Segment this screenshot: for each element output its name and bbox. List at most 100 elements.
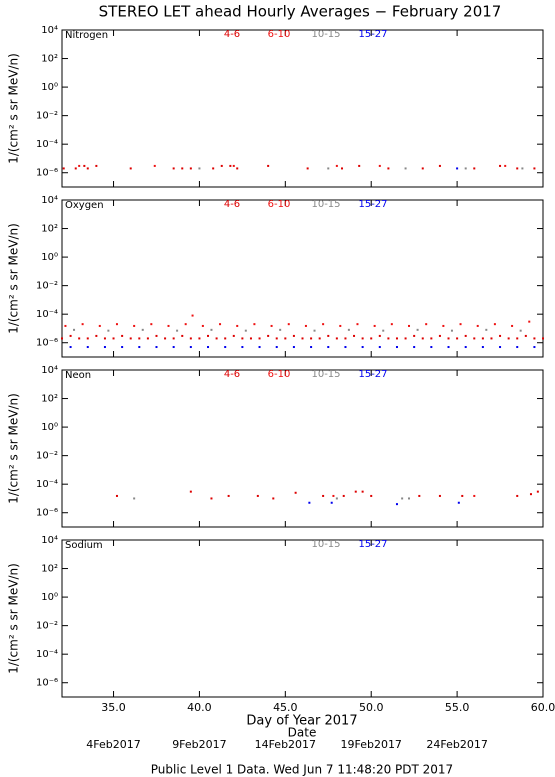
data-point (499, 334, 502, 337)
data-point (172, 337, 175, 340)
y-axis-label: 1/(cm² s sr MeV/n) (7, 563, 21, 674)
y-tick-label: 10² (41, 54, 58, 65)
data-point (253, 323, 256, 326)
legend-entry: 4-6 (224, 29, 240, 40)
data-point (275, 337, 278, 340)
data-point (430, 346, 433, 349)
data-point (456, 167, 459, 170)
legend-entry: 6-10 (268, 199, 291, 210)
data-point (256, 494, 259, 497)
x-tick-label: 45.0 (273, 701, 298, 714)
data-point (335, 164, 338, 167)
legend-entry: 4-6 (224, 369, 240, 380)
data-point (353, 334, 356, 337)
date-tick-label: 24Feb2017 (426, 738, 487, 751)
data-point (292, 346, 295, 349)
panel-frame (61, 199, 544, 358)
y-tick-label: 10² (41, 224, 58, 235)
y-tick-label: 10⁴ (41, 365, 58, 376)
data-point (404, 167, 407, 170)
data-point (438, 334, 441, 337)
data-point (167, 324, 170, 327)
data-point (473, 337, 476, 340)
data-point (150, 323, 153, 326)
data-point (318, 337, 321, 340)
data-point (189, 167, 192, 170)
data-point (115, 494, 118, 497)
data-point (533, 167, 536, 170)
data-point (133, 497, 136, 500)
y-axis-label: 1/(cm² s sr MeV/n) (7, 393, 21, 504)
data-point (95, 164, 98, 167)
data-point (361, 490, 364, 493)
legend-entry: 15-27 (358, 369, 387, 380)
data-point (378, 346, 381, 349)
data-point (524, 334, 527, 337)
data-point (413, 346, 416, 349)
data-point (413, 334, 416, 337)
data-point (224, 337, 227, 340)
data-point (310, 346, 313, 349)
data-point (421, 167, 424, 170)
panel-title: Oxygen (65, 200, 104, 211)
data-point (184, 323, 187, 326)
data-point (155, 346, 158, 349)
data-point (181, 167, 184, 170)
data-point (347, 328, 350, 331)
data-point (344, 337, 347, 340)
y-axis-label: 1/(cm² s sr MeV/n) (7, 53, 21, 164)
data-point (176, 329, 179, 332)
legend-entry: 15-27 (358, 539, 387, 550)
data-point (86, 337, 89, 340)
data-point (516, 346, 519, 349)
data-point (78, 164, 81, 167)
y-tick-label: 10⁻⁴ (36, 479, 58, 490)
data-point (189, 337, 192, 340)
data-point (294, 491, 297, 494)
data-point (395, 346, 398, 349)
y-tick-label: 10⁻⁴ (36, 139, 58, 150)
data-point (335, 497, 338, 500)
legend-entry: 10-15 (311, 199, 340, 210)
data-point (172, 346, 175, 349)
data-point (292, 334, 295, 337)
data-point (387, 337, 390, 340)
data-point (447, 346, 450, 349)
y-tick-label: 10² (41, 394, 58, 405)
y-tick-label: 10⁻⁶ (36, 508, 58, 519)
data-point (308, 501, 311, 504)
data-point (95, 334, 98, 337)
data-point (459, 323, 462, 326)
data-point (473, 494, 476, 497)
y-tick-label: 10⁰ (41, 422, 58, 433)
data-point (401, 497, 404, 500)
data-point (155, 334, 158, 337)
data-point (83, 164, 86, 167)
data-point (73, 328, 76, 331)
legend-entry: 15-27 (358, 29, 387, 40)
data-point (438, 494, 441, 497)
data-point (215, 337, 218, 340)
data-point (220, 164, 223, 167)
data-point (542, 337, 544, 340)
data-point (236, 324, 239, 327)
data-point (322, 494, 325, 497)
data-point (304, 324, 307, 327)
y-tick-label: 10⁰ (41, 82, 58, 93)
y-tick-label: 10⁻² (36, 281, 58, 292)
y-tick-label: 10⁴ (41, 535, 58, 546)
data-point (361, 337, 364, 340)
legend-entry: 10-15 (311, 539, 340, 550)
data-point (408, 324, 411, 327)
data-point (342, 494, 345, 497)
data-point (232, 334, 235, 337)
legend-entry: 6-10 (268, 29, 291, 40)
panel-title: Sodium (65, 540, 103, 551)
data-point (138, 337, 141, 340)
data-point (481, 337, 484, 340)
data-point (287, 323, 290, 326)
data-point (198, 167, 201, 170)
data-point (249, 337, 252, 340)
legend-entry: 4-6 (224, 199, 240, 210)
